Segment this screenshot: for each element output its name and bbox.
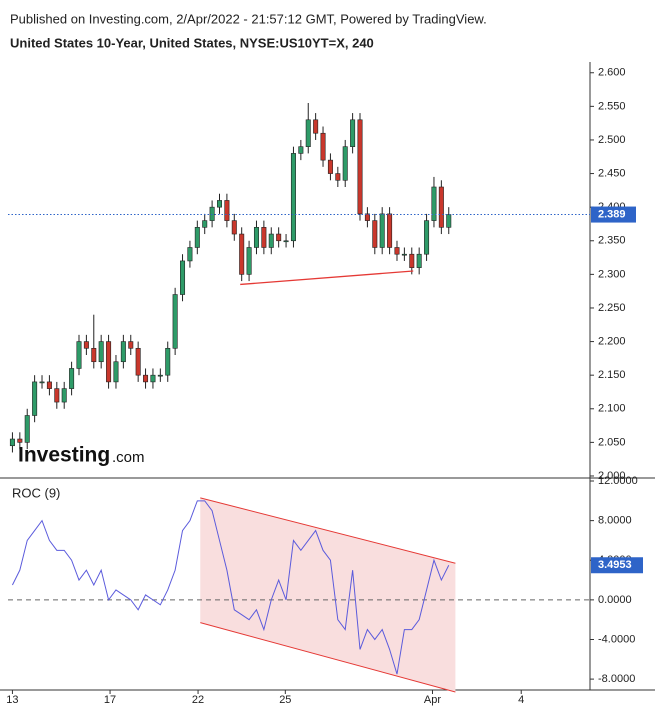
roc-line (11, 500, 450, 675)
candle-body (98, 341, 104, 363)
candle-body (180, 260, 186, 295)
candle-body (209, 206, 215, 221)
candle-body (83, 341, 89, 349)
candle-body (128, 341, 134, 349)
candle-body (202, 220, 208, 228)
candle-body (172, 294, 178, 349)
logo-suffix: .com (112, 449, 145, 466)
candle-body (91, 347, 97, 363)
channel-upper (200, 497, 456, 564)
y-tick-label: 2.150 (598, 369, 626, 381)
candle-body (320, 132, 326, 161)
candle-body (69, 368, 75, 389)
candle-body (424, 220, 430, 255)
last-value-box (591, 557, 643, 574)
candle-body (431, 186, 437, 221)
candle-body (394, 247, 400, 255)
candle-body (32, 381, 38, 416)
y-tick-label: -8.0000 (598, 673, 635, 685)
candle-body (135, 347, 141, 376)
candle-body (39, 381, 45, 384)
candle-body (438, 186, 444, 228)
candle-body (224, 200, 230, 221)
y-tick-label: 2.200 (598, 335, 626, 347)
support-line (240, 270, 414, 286)
candle-body (372, 220, 378, 248)
y-tick-label: 2.050 (598, 436, 626, 448)
y-tick-label: -4.0000 (598, 633, 635, 645)
candle-body (150, 374, 156, 383)
y-tick-label: 2.300 (598, 268, 626, 280)
y-tick-label: 12.0000 (598, 475, 638, 487)
candle-body (276, 233, 282, 242)
candle-body (261, 227, 267, 248)
publish-note: Published on Investing.com, 2/Apr/2022 -… (10, 11, 487, 26)
candle-body (298, 146, 304, 154)
candle-body (106, 341, 112, 383)
logo-main: Investing (18, 444, 110, 467)
candle-body (379, 213, 385, 248)
candle-body (246, 247, 252, 275)
candle-body (194, 227, 200, 248)
candle-body (113, 361, 119, 383)
indicator-label: ROC (9) (12, 485, 60, 500)
last-price-box (591, 206, 636, 223)
x-tick-label: 17 (104, 694, 116, 706)
last-value-label: 3.4953 (598, 559, 632, 571)
candle-body (239, 233, 245, 275)
instrument-title: United States 10-Year, United States, NY… (10, 35, 374, 50)
channel-fill (200, 497, 456, 692)
last-price-label: 2.389 (598, 208, 626, 220)
candle-body (268, 233, 274, 248)
candle-body (187, 247, 193, 262)
y-tick-label: 2.500 (598, 134, 626, 146)
candle-body (416, 253, 422, 268)
candle-body (290, 153, 296, 242)
x-tick-label: 13 (6, 694, 18, 706)
candle-body (446, 214, 452, 228)
candle-body (46, 381, 52, 389)
y-tick-label: 2.350 (598, 235, 626, 247)
candle-body (217, 200, 223, 208)
x-tick-label: 4 (518, 694, 524, 706)
candle-body (283, 240, 289, 243)
logo: Investing .com (18, 444, 145, 467)
candle-body (327, 159, 333, 174)
candle-body (143, 374, 149, 383)
channel-lower (200, 622, 456, 693)
y-tick-label: 2.550 (598, 100, 626, 112)
candle-body (313, 119, 319, 134)
candle-body (54, 388, 60, 403)
candle-body (157, 374, 163, 377)
candle-body (305, 119, 311, 147)
candle-body (335, 173, 341, 181)
candle-body (364, 213, 370, 221)
candle-body (409, 253, 415, 268)
candle-body (231, 220, 237, 235)
candle-body (357, 119, 363, 215)
candle-body (17, 438, 23, 443)
candle-body (342, 146, 348, 181)
candle-body (9, 438, 15, 447)
candle-body (61, 388, 67, 403)
candle-body (387, 213, 393, 248)
candle-body (76, 341, 82, 369)
y-tick-label: 2.000 (598, 470, 626, 482)
y-tick-label: 2.100 (598, 403, 626, 415)
candle-body (24, 415, 30, 443)
y-tick-label: 2.250 (598, 302, 626, 314)
x-tick-label: 25 (279, 694, 291, 706)
candle-body (350, 119, 356, 147)
y-tick-label: 2.600 (598, 67, 626, 79)
candle-body (401, 253, 407, 256)
candle-body (165, 347, 171, 376)
y-tick-label: 0.0000 (598, 594, 632, 606)
y-tick-label: 2.450 (598, 167, 626, 179)
x-tick-label: Apr (424, 694, 441, 706)
candle-body (120, 341, 126, 363)
x-tick-label: 22 (192, 694, 204, 706)
candle-body (253, 227, 259, 248)
y-tick-label: 8.0000 (598, 515, 632, 527)
